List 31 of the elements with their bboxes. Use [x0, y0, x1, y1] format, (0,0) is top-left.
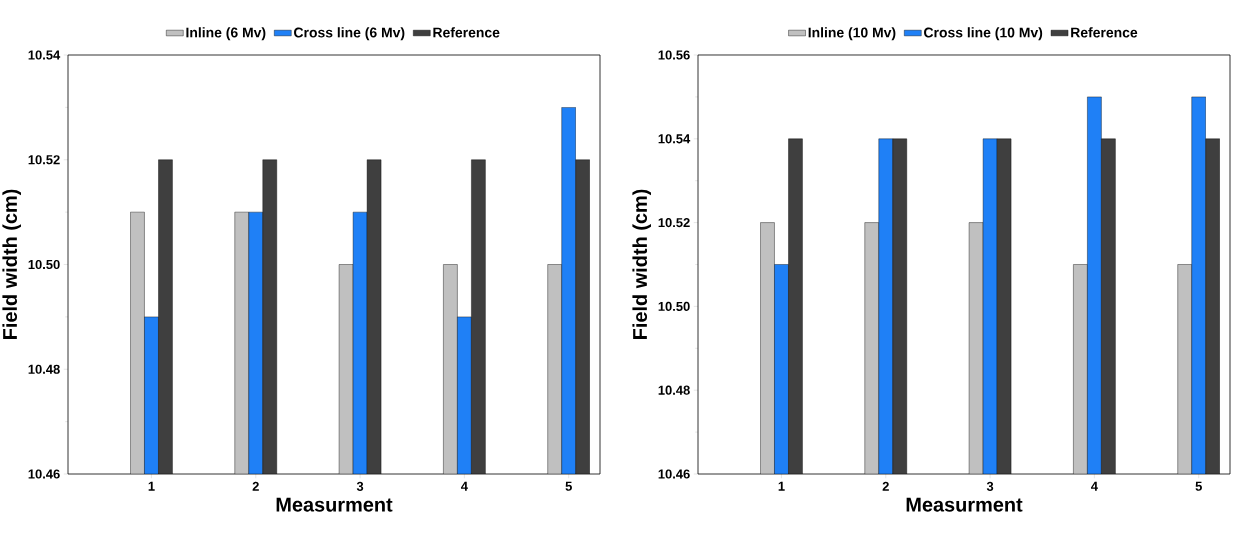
x-tick-label: 1: [148, 481, 155, 491]
y-tick-label: 10.52: [658, 218, 690, 228]
legend-label: Cross line (6 Mv): [294, 27, 405, 41]
y-tick-label: 10.54: [658, 134, 691, 144]
x-tick-label: 5: [565, 481, 572, 491]
y-tick-label: 10.54: [28, 50, 61, 60]
y-tick-label: 10.50: [658, 301, 690, 311]
x-tick-label: 4: [1091, 481, 1098, 491]
y-tick-label: 10.46: [658, 469, 690, 479]
y-tick-label: 10.48: [658, 385, 690, 395]
y-tick-label: 10.56: [658, 50, 690, 60]
y-tick-label: 10.50: [28, 259, 60, 270]
x-tick-label: 4: [461, 481, 468, 491]
legend-label: Reference: [1071, 27, 1138, 38]
y-axis-title: Field width (cm): [2, 189, 21, 339]
legend-label: Reference: [433, 27, 500, 38]
x-tick-label: 3: [356, 481, 364, 491]
y-tick-label: 10.52: [28, 155, 60, 165]
x-axis-title: Measurment: [276, 497, 393, 512]
x-tick-label: 1: [778, 481, 785, 491]
legend-label: Inline (6 Mv): [186, 27, 266, 41]
y-tick-label: 10.46: [28, 469, 60, 479]
x-tick-label: 5: [1195, 481, 1202, 491]
legend-label: Inline (10 Mv): [808, 27, 896, 41]
y-tick-label: 10.48: [28, 364, 60, 374]
x-tick-label: 3: [986, 481, 994, 491]
legend-label: Cross line (10 Mv): [924, 27, 1043, 41]
x-axis-title: Measurment: [906, 497, 1023, 512]
y-axis-title: Field width (cm): [632, 189, 651, 339]
x-tick-label: 2: [252, 481, 259, 491]
x-tick-label: 2: [882, 481, 889, 491]
